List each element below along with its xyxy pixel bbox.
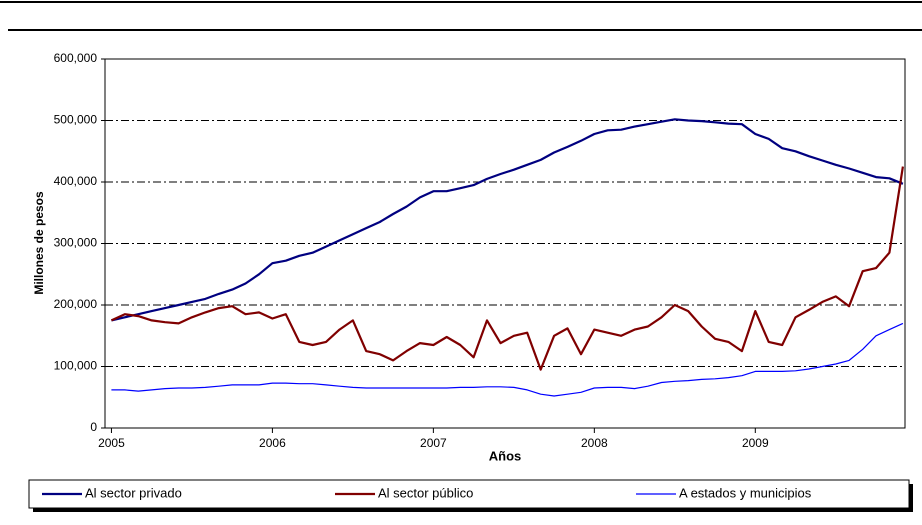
x-tick-label: 2005 (98, 436, 125, 450)
y-tick-label: 100,000 (54, 359, 98, 373)
series-line (110, 166, 904, 371)
y-tick-label: 500,000 (54, 113, 98, 127)
x-tick-label: 2006 (259, 436, 286, 450)
legend-box (28, 479, 910, 509)
x-tick-label: 2008 (581, 436, 608, 450)
y-tick-label: 0 (90, 420, 97, 434)
y-axis-label: Millones de pesos (32, 191, 46, 295)
x-axis-label: Años (489, 448, 522, 463)
y-tick-label: 200,000 (54, 297, 98, 311)
x-tick-label: 2009 (742, 436, 769, 450)
y-tick-label: 400,000 (54, 174, 98, 188)
plot-frame (104, 58, 906, 429)
series-line (111, 118, 904, 322)
legend-label: Al sector privado (85, 485, 182, 500)
legend-label: A estados y municipios (679, 485, 812, 500)
series-line (111, 322, 904, 397)
y-tick-label: 300,000 (54, 236, 98, 250)
y-tick-label: 600,000 (54, 51, 98, 65)
legend-label: Al sector público (378, 485, 473, 500)
x-tick-label: 2007 (420, 436, 447, 450)
